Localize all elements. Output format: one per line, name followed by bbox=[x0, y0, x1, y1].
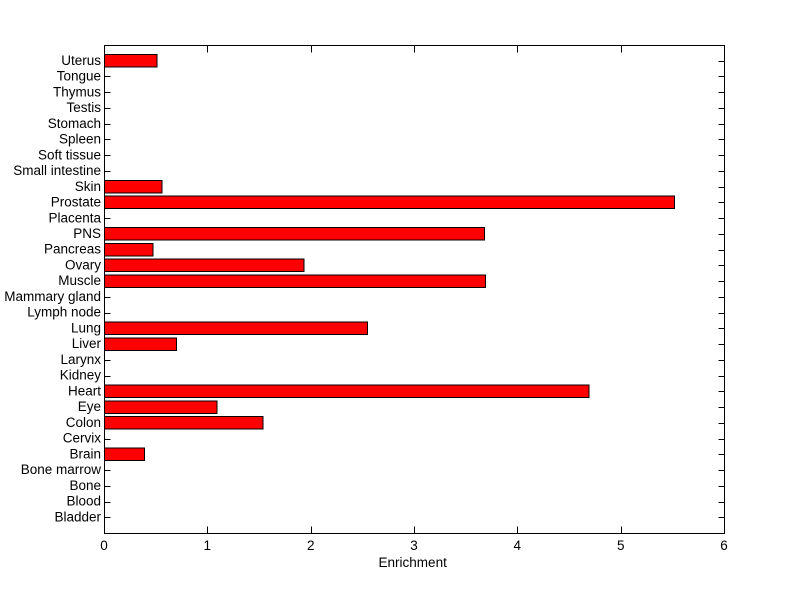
svg-text:5: 5 bbox=[617, 538, 625, 553]
svg-text:Brain: Brain bbox=[69, 446, 101, 461]
svg-text:Larynx: Larynx bbox=[60, 352, 101, 367]
svg-text:Spleen: Spleen bbox=[59, 132, 101, 147]
svg-text:Bladder: Bladder bbox=[54, 509, 101, 524]
svg-text:PNS: PNS bbox=[73, 226, 101, 241]
svg-text:Bone marrow: Bone marrow bbox=[21, 462, 102, 477]
svg-text:Mammary gland: Mammary gland bbox=[4, 289, 101, 304]
svg-text:Liver: Liver bbox=[72, 336, 102, 351]
svg-text:Eye: Eye bbox=[78, 399, 101, 414]
svg-text:4: 4 bbox=[514, 538, 522, 553]
svg-text:Tongue: Tongue bbox=[57, 69, 101, 84]
svg-text:Skin: Skin bbox=[75, 179, 101, 194]
svg-text:0: 0 bbox=[100, 538, 108, 553]
svg-text:Pancreas: Pancreas bbox=[44, 242, 101, 257]
svg-text:Muscle: Muscle bbox=[58, 273, 101, 288]
svg-text:Prostate: Prostate bbox=[51, 195, 101, 210]
svg-text:Cervix: Cervix bbox=[63, 431, 102, 446]
svg-text:Lung: Lung bbox=[71, 321, 101, 336]
svg-text:Placenta: Placenta bbox=[48, 210, 101, 225]
svg-text:Ovary: Ovary bbox=[65, 258, 101, 273]
svg-text:Heart: Heart bbox=[68, 383, 101, 398]
svg-text:Thymus: Thymus bbox=[53, 84, 101, 99]
svg-text:Blood: Blood bbox=[66, 494, 101, 509]
svg-text:2: 2 bbox=[307, 538, 315, 553]
svg-text:Lymph node: Lymph node bbox=[27, 305, 101, 320]
svg-text:Stomach: Stomach bbox=[48, 116, 101, 131]
svg-text:Kidney: Kidney bbox=[60, 368, 102, 383]
svg-text:Uterus: Uterus bbox=[61, 53, 101, 68]
svg-text:6: 6 bbox=[720, 538, 728, 553]
svg-text:Testis: Testis bbox=[66, 100, 101, 115]
svg-text:Enrichment: Enrichment bbox=[379, 555, 448, 570]
svg-text:1: 1 bbox=[204, 538, 212, 553]
svg-text:3: 3 bbox=[410, 538, 418, 553]
svg-text:Bone: Bone bbox=[69, 478, 101, 493]
svg-text:Soft tissue: Soft tissue bbox=[38, 147, 101, 162]
svg-text:Colon: Colon bbox=[66, 415, 101, 430]
svg-text:Small intestine: Small intestine bbox=[13, 163, 101, 178]
